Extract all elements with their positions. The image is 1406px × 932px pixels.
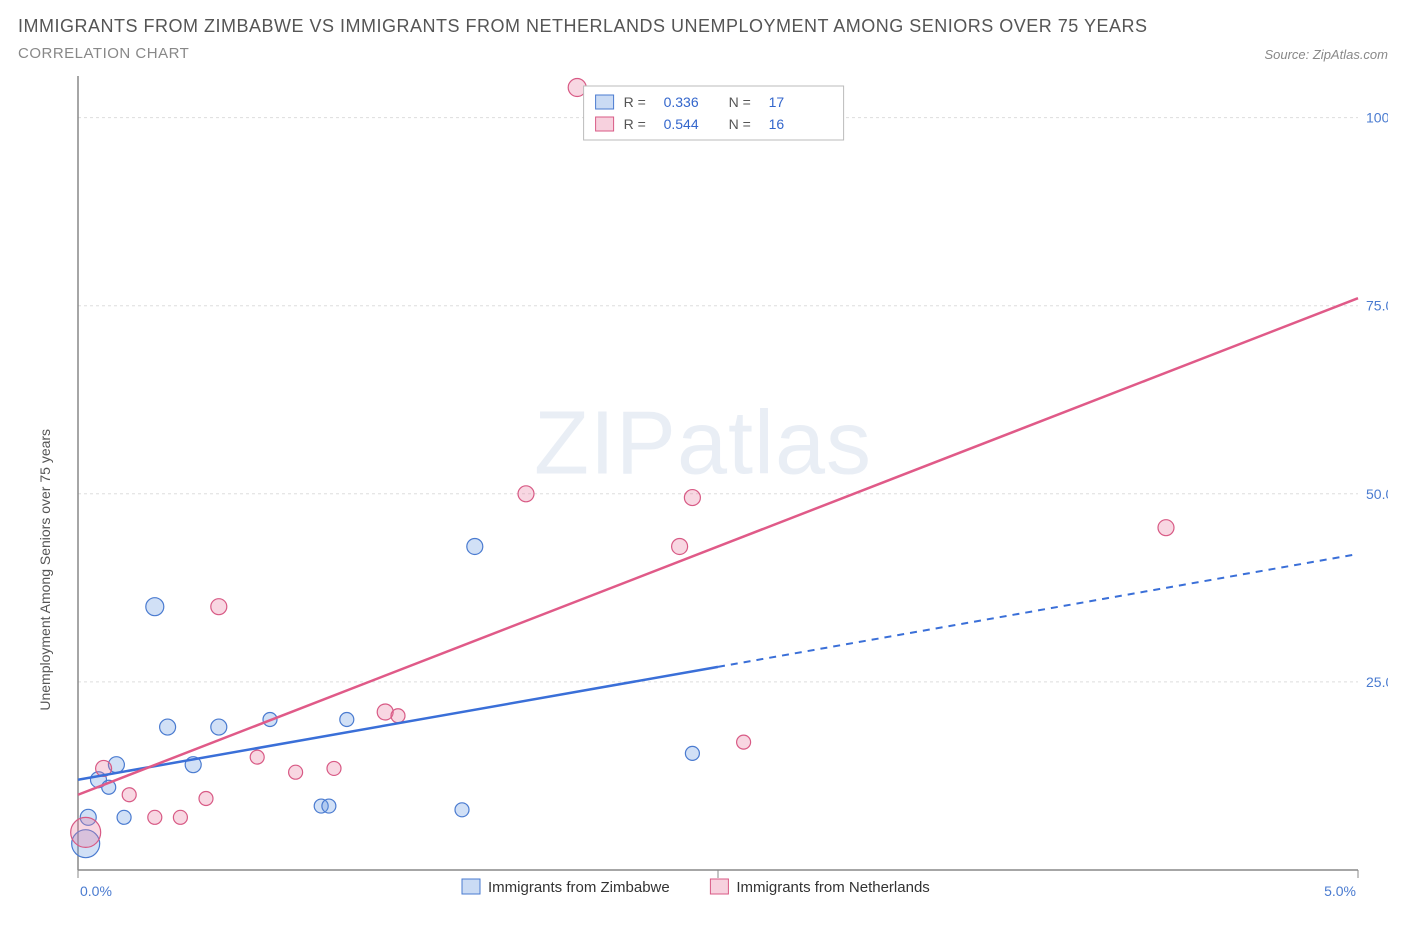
data-point [122, 788, 136, 802]
data-point [211, 719, 227, 735]
data-point [685, 746, 699, 760]
data-point [672, 538, 688, 554]
data-point [327, 761, 341, 775]
y-tick-label: 100.0% [1366, 109, 1388, 125]
legend-n-value-2: 16 [769, 116, 785, 132]
data-point [391, 709, 405, 723]
y-axis-label: Unemployment Among Seniors over 75 years [37, 429, 53, 711]
legend-swatch-pink [596, 117, 614, 131]
data-point [173, 810, 187, 824]
legend-r-label: R = [624, 94, 646, 110]
y-tick-label: 25.0% [1366, 674, 1388, 690]
legend-r-value-2: 0.544 [664, 116, 699, 132]
trend-line-zimbabwe-ext [718, 554, 1358, 667]
y-tick-label: 50.0% [1366, 486, 1388, 502]
data-point [250, 750, 264, 764]
source-attribution: Source: ZipAtlas.com [1264, 47, 1388, 62]
data-point [340, 712, 354, 726]
data-point [117, 810, 131, 824]
data-point [199, 791, 213, 805]
title-block: IMMIGRANTS FROM ZIMBABWE VS IMMIGRANTS F… [18, 12, 1147, 62]
data-point [322, 799, 336, 813]
legend-swatch-blue [596, 95, 614, 109]
data-point [1158, 519, 1174, 535]
chart-container: ZIPatlas 25.0%50.0%75.0%100.0%0.0%5.0%Un… [18, 70, 1388, 920]
data-point [518, 486, 534, 502]
legend-n-label: N = [729, 94, 751, 110]
data-point [148, 810, 162, 824]
data-point [467, 538, 483, 554]
header: IMMIGRANTS FROM ZIMBABWE VS IMMIGRANTS F… [18, 12, 1388, 62]
source-prefix: Source: [1264, 47, 1312, 62]
trend-line-netherlands [78, 298, 1358, 795]
x-legend-label: Immigrants from Zimbabwe [488, 879, 670, 896]
x-legend-swatch [710, 879, 728, 894]
data-point [737, 735, 751, 749]
data-point [146, 597, 164, 615]
legend-r-value-1: 0.336 [664, 94, 699, 110]
source-name: ZipAtlas.com [1313, 47, 1388, 62]
data-point [160, 719, 176, 735]
chart-title: IMMIGRANTS FROM ZIMBABWE VS IMMIGRANTS F… [18, 12, 1147, 41]
legend-n-value-1: 17 [769, 94, 785, 110]
data-point [684, 489, 700, 505]
data-point [71, 817, 101, 847]
data-point [289, 765, 303, 779]
legend-box [584, 86, 844, 140]
x-legend-swatch [462, 879, 480, 894]
legend-n-label: N = [729, 116, 751, 132]
x-tick-label: 5.0% [1324, 883, 1356, 899]
x-tick-label: 0.0% [80, 883, 112, 899]
x-legend-label: Immigrants from Netherlands [736, 879, 929, 896]
scatter-chart: 25.0% 50.0% 75.0% 100.0% 0.0% 5.0% Unemploymen… [18, 70, 1388, 920]
chart-subtitle: CORRELATION CHART [18, 45, 1147, 62]
y-tick-label: 75.0% [1366, 298, 1388, 314]
data-point [211, 598, 227, 614]
data-point [455, 803, 469, 817]
legend-r-label: R = [624, 116, 646, 132]
